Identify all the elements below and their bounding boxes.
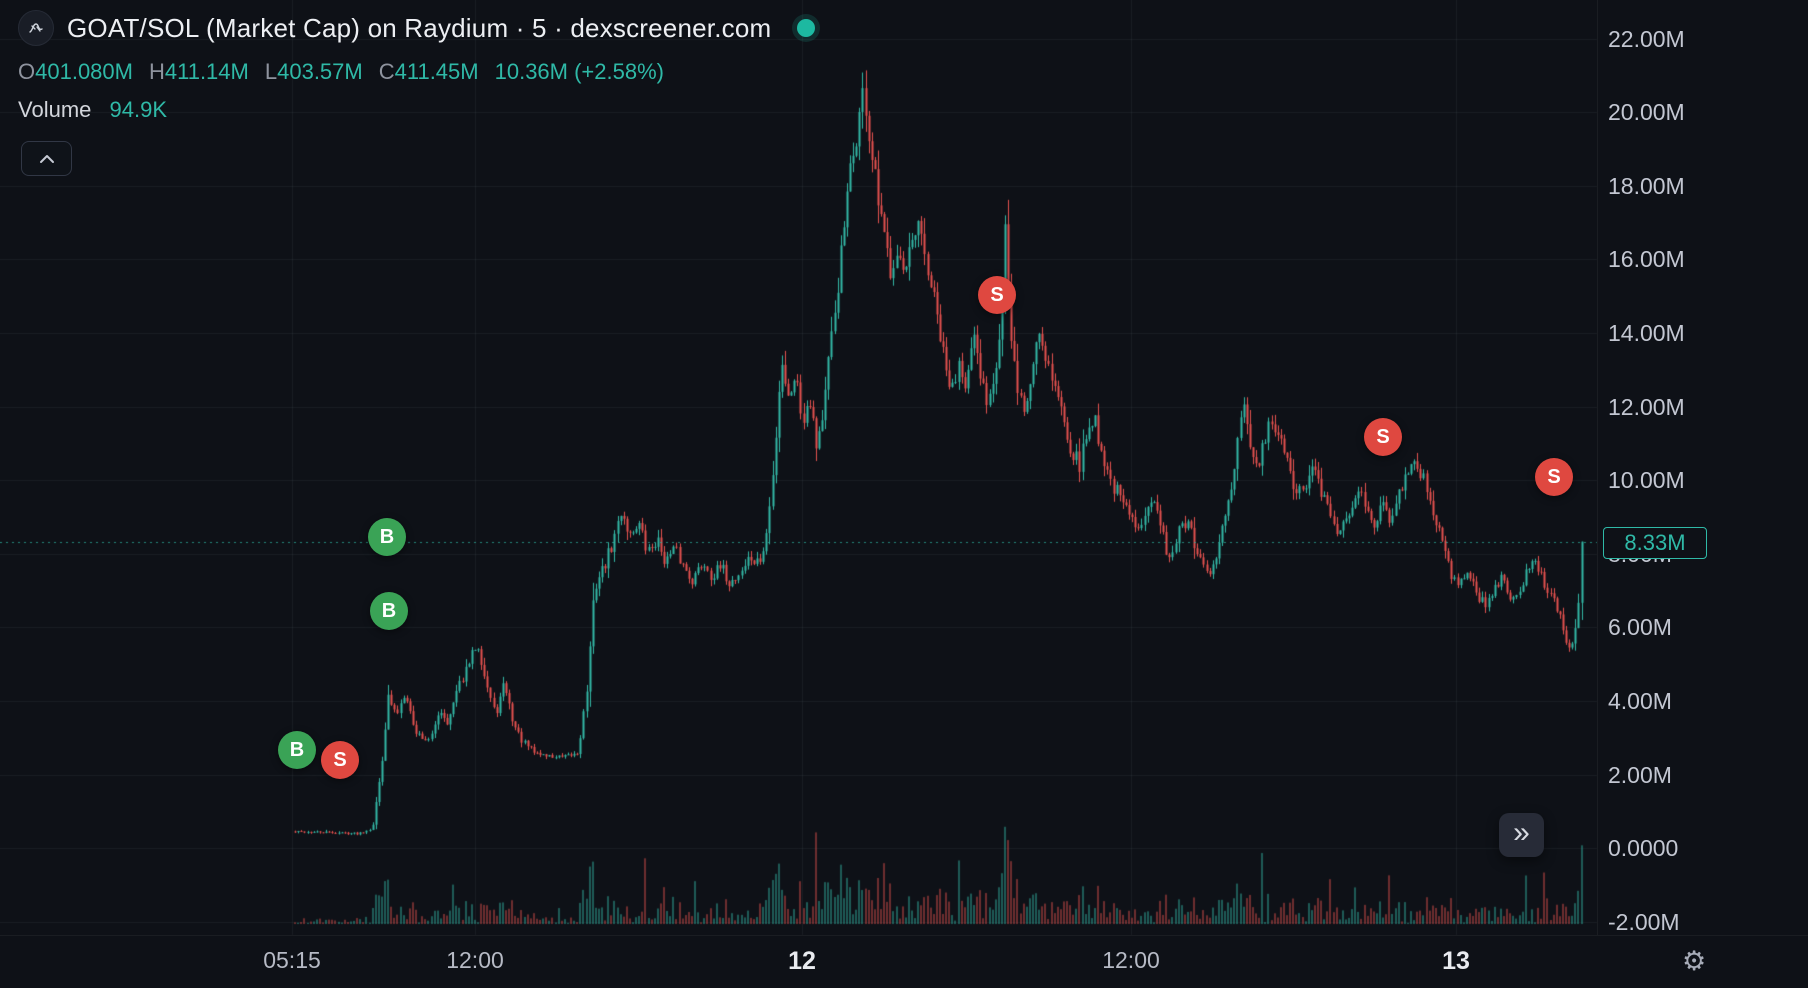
time-tick: 13 <box>1442 947 1470 975</box>
time-tick: 05:15 <box>263 947 321 973</box>
trade-marker-sell[interactable]: S <box>1364 418 1402 456</box>
volume-row: Volume 94.9K <box>18 97 815 123</box>
legend-collapse-button[interactable] <box>21 141 72 176</box>
price-tick: -2.00M <box>1608 908 1680 935</box>
chevron-up-icon <box>39 154 55 164</box>
title-row: GOAT/SOL (Market Cap) on Raydium · 5 · d… <box>18 10 816 46</box>
close-label: C <box>378 59 395 84</box>
close-value: 411.45M <box>394 59 479 84</box>
open-label: O <box>18 59 36 84</box>
trade-marker-sell[interactable]: S <box>978 276 1016 314</box>
high-label: H <box>148 59 165 84</box>
chart-legend: GOAT/SOL (Market Cap) on Raydium · 5 · d… <box>18 10 816 123</box>
trade-marker-buy[interactable]: B <box>278 731 316 769</box>
price-tick: 22.00M <box>1608 25 1685 52</box>
high-value: 411.14M <box>164 59 249 84</box>
trade-marker-sell[interactable]: S <box>321 741 359 779</box>
time-tick: 12 <box>788 947 816 975</box>
dexscreener-logo-icon <box>18 10 54 46</box>
current-price-label: 8.33M <box>1603 526 1707 559</box>
time-tick: 12:00 <box>1102 947 1160 973</box>
settings-gear-icon[interactable]: ⚙ <box>1682 942 1706 980</box>
price-tick: 18.00M <box>1608 172 1685 199</box>
price-tick: 4.00M <box>1608 688 1672 714</box>
chart-title: GOAT/SOL (Market Cap) on Raydium · 5 · d… <box>67 12 772 43</box>
connection-status-dot <box>797 19 816 37</box>
price-tick: 14.00M <box>1608 320 1685 346</box>
double-chevron-right-icon: » <box>1513 816 1530 849</box>
price-tick: 0.0000 <box>1608 835 1679 862</box>
trade-marker-buy[interactable]: B <box>368 518 406 556</box>
open-value: 401.080M <box>35 59 133 84</box>
low-label: L <box>264 59 278 84</box>
time-axis[interactable]: ⚙ 05:15 12:00 12 12:00 13 <box>0 935 1808 988</box>
ohlc-row: O401.080M H411.14M L403.57M C411.45M 10.… <box>18 59 815 85</box>
price-tick: 2.00M <box>1608 761 1672 788</box>
scroll-to-latest-button[interactable]: » <box>1499 813 1544 857</box>
price-tick: 16.00M <box>1608 246 1685 273</box>
low-value: 403.57M <box>277 59 363 84</box>
price-tick: 12.00M <box>1608 393 1685 420</box>
volume-value: 94.9K <box>109 97 168 122</box>
trade-marker-sell[interactable]: S <box>1535 458 1573 496</box>
trade-marker-buy[interactable]: B <box>370 592 408 630</box>
price-tick: 20.00M <box>1608 99 1685 126</box>
price-tick: 10.00M <box>1608 467 1685 494</box>
price-tick: 6.00M <box>1608 614 1672 641</box>
change-value: 10.36M (+2.58%) <box>494 59 664 84</box>
price-axis[interactable]: 8.33M 22.00M 20.00M 18.00M 16.00M 14.00M 12.0… <box>1597 0 1808 935</box>
time-tick: 12:00 <box>446 947 504 973</box>
volume-label: Volume <box>18 97 92 122</box>
